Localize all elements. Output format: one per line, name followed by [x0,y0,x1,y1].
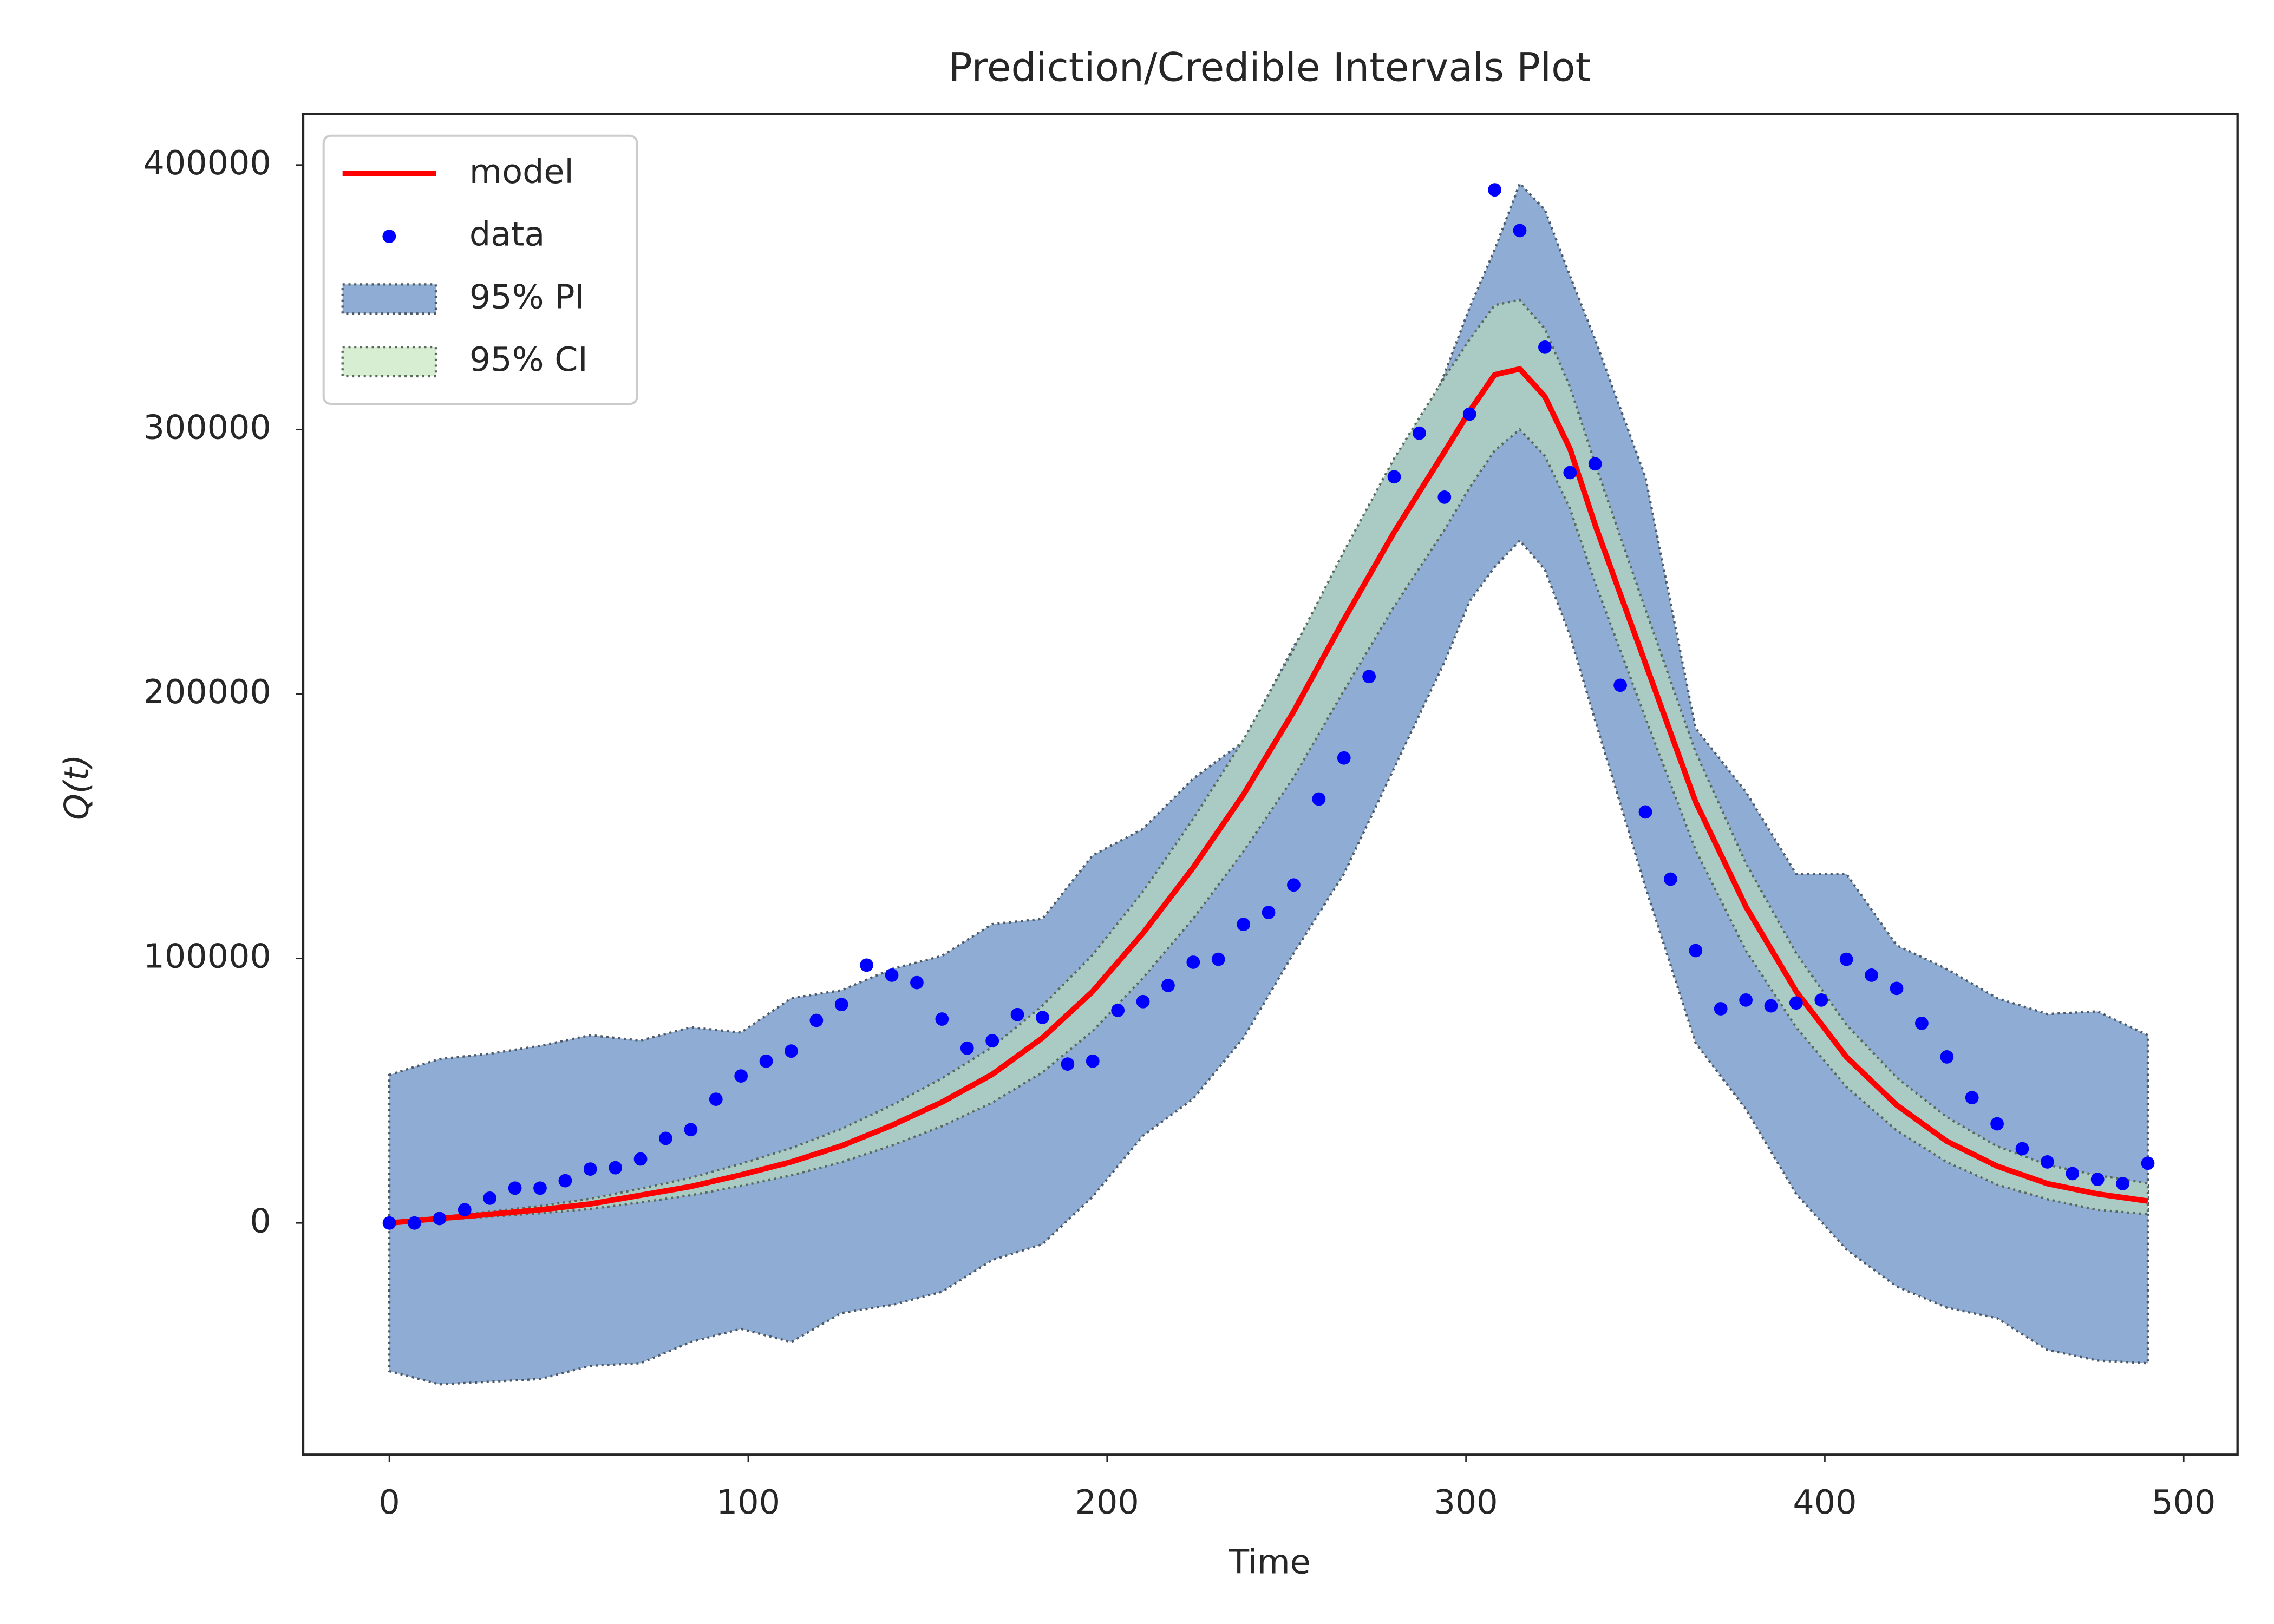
x-tick-label: 400 [1793,1483,1857,1522]
y-tick-label: 200000 [143,672,271,711]
y-axis-label: Q(t) [57,755,96,820]
y-tick-label: 100000 [143,937,271,976]
data-point [558,1174,572,1188]
data-point [1136,994,1150,1009]
data-point [785,1044,798,1058]
data-point [1563,466,1577,480]
data-point [1010,1007,1024,1021]
data-point [433,1212,447,1226]
data-point [1312,792,1326,806]
legend-label: 95% PI [469,277,585,316]
data-point [633,1152,648,1166]
data-point [1739,993,1753,1007]
chart-title: Prediction/Credible Intervals Plot [949,45,1591,91]
data-point [1111,1004,1125,1017]
data-point [1965,1091,1979,1105]
data-point [684,1123,698,1137]
x-tick-label: 100 [716,1483,780,1522]
data-point [1513,224,1527,238]
legend-label: 95% CI [469,340,588,379]
data-point [860,958,874,972]
data-point [2116,1177,2129,1190]
data-point [1638,805,1652,819]
data-point [1086,1054,1100,1068]
legend-label: model [469,152,574,191]
plot-area [382,181,2155,1386]
x-axis-label: Time [1228,1542,1311,1581]
legend-patch [341,283,437,315]
x-tick-label: 0 [378,1483,400,1522]
data-point [1211,952,1225,966]
data-point [1488,183,1502,197]
data-point [1764,999,1778,1013]
data-point [1588,457,1602,471]
data-point [759,1054,773,1068]
data-point [935,1012,949,1026]
data-point [734,1069,748,1083]
y-tick-label: 400000 [143,143,271,182]
data-point [885,968,899,982]
data-point [1865,968,1878,982]
data-point [1689,944,1703,958]
data-point [1890,981,1904,996]
legend-marker [382,230,396,243]
data-point [1287,878,1301,892]
data-point [533,1181,547,1195]
legend-patch [341,345,437,378]
data-point [1915,1016,1929,1030]
data-point [2041,1155,2054,1169]
data-point [960,1041,974,1055]
data-point [583,1162,597,1176]
data-point [1262,906,1276,919]
data-point [1814,993,1828,1007]
data-point [659,1131,672,1145]
data-point [1362,670,1376,684]
x-tick-label: 200 [1075,1483,1139,1522]
data-point [458,1203,472,1217]
data-point [1161,979,1175,992]
data-point [2141,1156,2155,1170]
x-tick-label: 500 [2152,1483,2216,1522]
legend-entries: model data 95% PI 95% CI [341,152,588,379]
data-point [985,1034,999,1047]
data-point [1061,1057,1075,1071]
data-point [1940,1050,1954,1064]
x-tick-label: 300 [1434,1483,1498,1522]
data-point [2066,1167,2080,1181]
data-point [1036,1011,1049,1024]
data-point [2090,1173,2105,1187]
y-tick-label: 300000 [143,408,271,447]
data-point [508,1181,522,1195]
data-point [1413,426,1426,440]
legend-label: data [469,215,545,254]
data-point [1387,470,1401,484]
data-point [1990,1117,2004,1131]
data-point [408,1216,421,1230]
data-point [1437,490,1452,504]
data-point [1186,955,1200,969]
data-point [382,1216,396,1230]
data-point [2015,1142,2029,1156]
data-point [910,975,924,990]
legend [322,134,638,405]
data-point [1462,407,1476,421]
data-point [1538,340,1552,354]
data-point [1613,678,1627,692]
data-point [1789,996,1803,1010]
data-point [809,1013,824,1027]
data-point [1664,872,1677,886]
data-point [709,1092,723,1106]
data-point [1237,918,1251,931]
data-point [1839,952,1853,966]
data-point [834,998,848,1012]
data-point [1337,751,1351,765]
data-point [1714,1002,1728,1016]
axes-frame [302,113,2239,1456]
model-line [389,366,2148,1226]
data-point [609,1161,623,1175]
y-tick-label: 0 [250,1201,271,1240]
data-point [483,1191,497,1205]
